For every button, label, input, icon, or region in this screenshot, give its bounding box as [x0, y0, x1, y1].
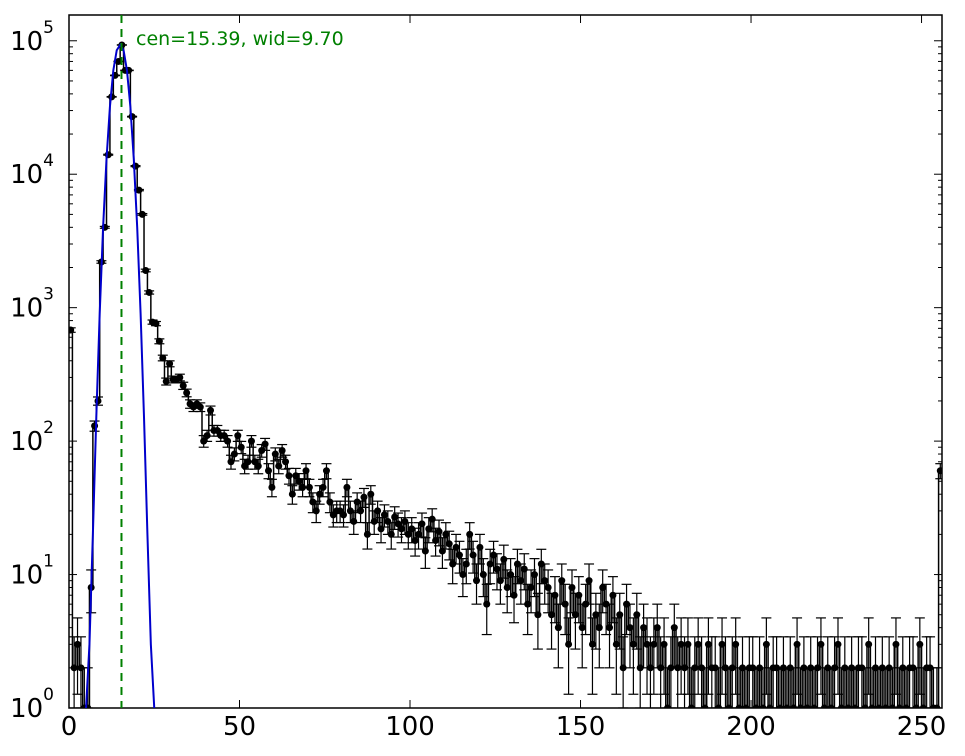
y-tick-exponent: 0: [43, 685, 54, 705]
y-tick-label: 100: [10, 685, 54, 724]
y-tick-base: 10: [10, 27, 43, 57]
y-tick-base: 10: [10, 294, 43, 324]
x-tick-label: 100: [385, 712, 435, 742]
y-tick-exponent: 1: [43, 552, 54, 572]
y-tick-label: 105: [10, 18, 54, 57]
y-tick-label: 101: [10, 552, 54, 591]
y-tick-base: 10: [10, 694, 43, 724]
y-tick-exponent: 2: [43, 418, 54, 438]
y-tick-label: 104: [10, 151, 54, 190]
fit-curve: [85, 43, 156, 708]
x-tick-label: 200: [726, 712, 776, 742]
y-tick-base: 10: [10, 160, 43, 190]
x-tick-label: 250: [897, 712, 947, 742]
x-tick-label: 0: [61, 712, 78, 742]
annotation: cen=15.39, wid=9.70: [136, 28, 344, 50]
y-tick-base: 10: [10, 561, 43, 591]
plot-area: [69, 15, 942, 708]
x-tick-label: 150: [556, 712, 606, 742]
y-tick-base: 10: [10, 427, 43, 457]
y-tick-exponent: 5: [43, 18, 54, 38]
x-tick-label: 50: [223, 712, 256, 742]
y-tick-exponent: 3: [43, 285, 54, 305]
plot-frame: [68, 14, 943, 709]
y-tick-label: 102: [10, 418, 54, 457]
y-tick-label: 103: [10, 285, 54, 324]
y-tick-exponent: 4: [43, 151, 54, 171]
